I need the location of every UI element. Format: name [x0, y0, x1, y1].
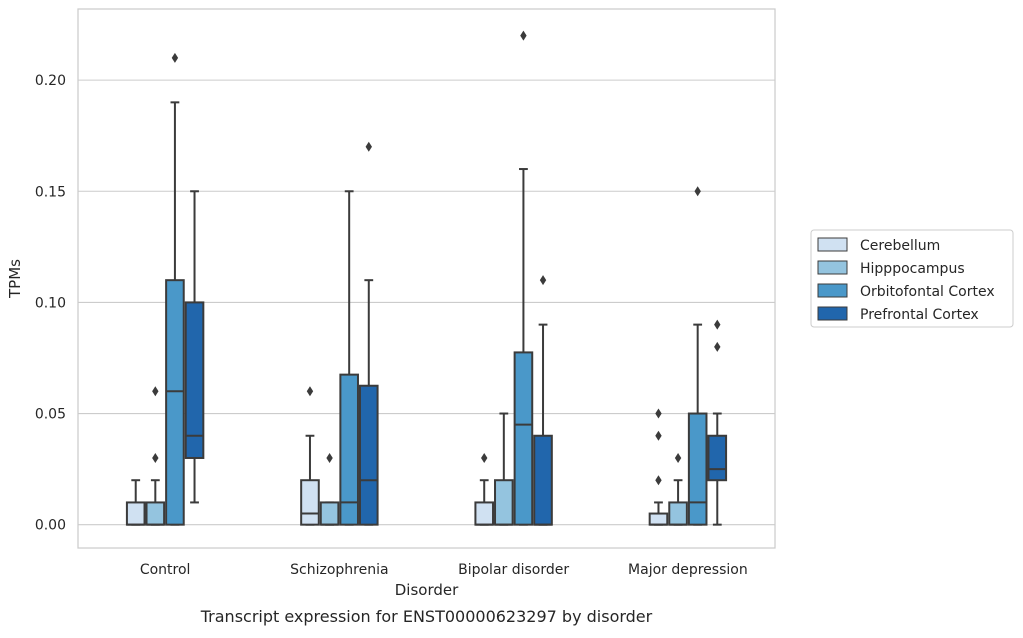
y-tick-label: 0.15	[35, 184, 66, 200]
box-iqr	[648, 512, 669, 526]
x-tick-labels: Control Schizophrenia Bipolar disorder Majo…	[140, 562, 748, 578]
outlier-point	[326, 452, 333, 463]
box-orbitofontal-cortex	[339, 190, 359, 526]
legend-label: Cerebellum	[860, 238, 940, 254]
box-cerebellum	[648, 501, 669, 526]
outlier-point	[655, 408, 662, 419]
outlier-point	[714, 319, 721, 330]
y-axis-label: TPMs	[6, 259, 24, 299]
box-iqr	[494, 479, 514, 526]
box-prefrontal-cortex	[707, 412, 728, 526]
box-iqr	[358, 384, 379, 526]
outlier-point	[655, 430, 662, 441]
box-orbitofontal-cortex	[165, 101, 185, 526]
box-iqr	[668, 501, 688, 526]
legend-label: Orbitofontal Cortex	[860, 284, 995, 300]
box-iqr	[339, 373, 359, 526]
outlier-point	[714, 341, 721, 352]
box-cerebellum	[474, 479, 495, 526]
legend-label: Prefrontal Cortex	[860, 307, 979, 323]
legend-label: Hipppocampus	[860, 261, 965, 277]
x-tick-label: Control	[140, 562, 191, 578]
box-orbitofontal-cortex	[513, 168, 534, 526]
outlier-point	[481, 452, 488, 463]
legend: Cerebellum Hipppocampus Orbitofontal Corte…	[810, 229, 1014, 328]
legend-swatch	[817, 306, 848, 321]
legend-frame	[810, 229, 1014, 328]
box-hipppocampus	[319, 501, 340, 526]
box-iqr	[319, 501, 340, 526]
box-hipppocampus	[494, 412, 514, 526]
x-axis-label: Disorder	[395, 581, 459, 599]
box-iqr	[145, 501, 166, 526]
x-tick-label: Schizophrenia	[290, 562, 388, 578]
outlier-point	[520, 30, 527, 41]
x-tick-label: Bipolar disorder	[458, 562, 569, 578]
outlier-point	[306, 386, 314, 397]
box-cerebellum	[125, 479, 146, 526]
legend-swatch	[817, 237, 848, 252]
box-iqr	[687, 412, 708, 526]
outlier-point	[152, 386, 159, 397]
legend-swatch	[817, 283, 848, 298]
box-prefrontal-cortex	[358, 279, 379, 526]
box-iqr	[513, 351, 534, 526]
box-prefrontal-cortex	[533, 323, 553, 526]
outlier-point	[171, 52, 179, 63]
boxes	[125, 101, 728, 526]
box-iqr	[184, 301, 205, 459]
y-tick-label: 0.20	[35, 73, 66, 89]
box-iqr	[707, 434, 728, 482]
box-iqr	[474, 501, 495, 526]
box-orbitofontal-cortex	[687, 323, 708, 526]
chart-caption: Transcript expression for ENST0000062329…	[200, 607, 653, 626]
outliers	[152, 30, 721, 486]
plot-frame	[77, 8, 776, 549]
outlier-point	[152, 452, 159, 463]
y-tick-labels: 0.00 0.05 0.10 0.15 0.20	[35, 73, 66, 534]
box-iqr	[300, 479, 320, 526]
outlier-point	[539, 275, 547, 286]
legend-swatch	[817, 260, 848, 275]
box-iqr	[165, 279, 185, 526]
box-prefrontal-cortex	[184, 190, 205, 504]
y-tick-label: 0.10	[35, 295, 66, 311]
outlier-point	[365, 141, 372, 152]
x-tick-label: Major depression	[628, 562, 748, 578]
box-cerebellum	[300, 434, 320, 526]
outlier-point	[655, 475, 662, 486]
outlier-point	[674, 452, 682, 463]
y-tick-label: 0.05	[35, 407, 66, 423]
box-hipppocampus	[668, 479, 688, 526]
outlier-point	[694, 186, 701, 197]
box-iqr	[125, 501, 146, 526]
box-hipppocampus	[145, 479, 166, 526]
y-tick-label: 0.00	[35, 518, 66, 534]
box-iqr	[533, 434, 553, 526]
